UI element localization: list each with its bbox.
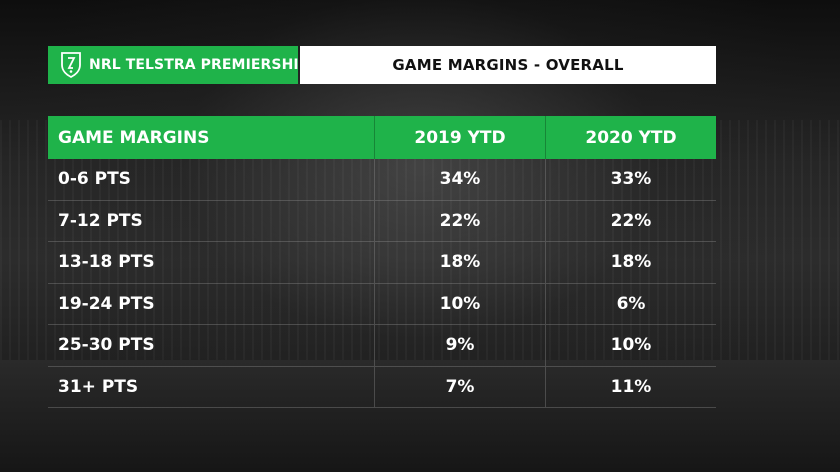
value-2019: 34% bbox=[375, 159, 546, 200]
value-2020: 11% bbox=[610, 376, 652, 397]
row-label: 0-6 PTS bbox=[48, 159, 375, 200]
value-2020: 10% bbox=[610, 335, 652, 356]
value-2020: 18% bbox=[610, 252, 652, 273]
table-row: 7-12 PTS 22% 22% bbox=[48, 200, 716, 242]
column-header-margins: GAME MARGINS bbox=[48, 116, 375, 159]
row-label: 31+ PTS bbox=[48, 366, 375, 407]
row-label: 7-12 PTS bbox=[48, 200, 375, 241]
value-2019: 22% bbox=[375, 200, 546, 241]
value-2020: 33% bbox=[610, 169, 652, 190]
brand-name: NRL TELSTRA PREMIERSHIP bbox=[89, 57, 310, 73]
table-row: 25-30 PTS 9% 10% bbox=[48, 325, 716, 367]
table-row: 19-24 PTS 10% 6% bbox=[48, 283, 716, 325]
row-label: 25-30 PTS bbox=[48, 325, 375, 366]
nrl-brand-banner: NRL TELSTRA PREMIERSHIP bbox=[48, 46, 309, 84]
row-label: 13-18 PTS bbox=[48, 242, 375, 283]
margins-table: GAME MARGINS 2019 YTD 2020 YTD 0-6 PTS 3… bbox=[48, 116, 716, 408]
column-header-2019: 2019 YTD bbox=[375, 116, 546, 159]
row-label: 19-24 PTS bbox=[48, 283, 375, 324]
value-2020: 6% bbox=[616, 293, 646, 314]
column-header-2020: 2020 YTD bbox=[585, 127, 677, 148]
table-row: 31+ PTS 7% 11% bbox=[48, 366, 716, 408]
value-2019: 18% bbox=[375, 242, 546, 283]
value-2019: 10% bbox=[375, 283, 546, 324]
value-2019: 9% bbox=[375, 325, 546, 366]
page-title: GAME MARGINS - OVERALL bbox=[392, 56, 624, 74]
stadium-stands bbox=[0, 120, 840, 360]
table-header: GAME MARGINS 2019 YTD 2020 YTD bbox=[48, 116, 716, 159]
value-2020: 22% bbox=[610, 210, 652, 231]
stadium-field bbox=[0, 360, 840, 472]
title-box: GAME MARGINS - OVERALL bbox=[300, 46, 716, 84]
table-row: 0-6 PTS 34% 33% bbox=[48, 159, 716, 201]
table-row: 13-18 PTS 18% 18% bbox=[48, 242, 716, 284]
nrl-logo-icon bbox=[60, 52, 82, 79]
value-2019: 7% bbox=[375, 366, 546, 407]
